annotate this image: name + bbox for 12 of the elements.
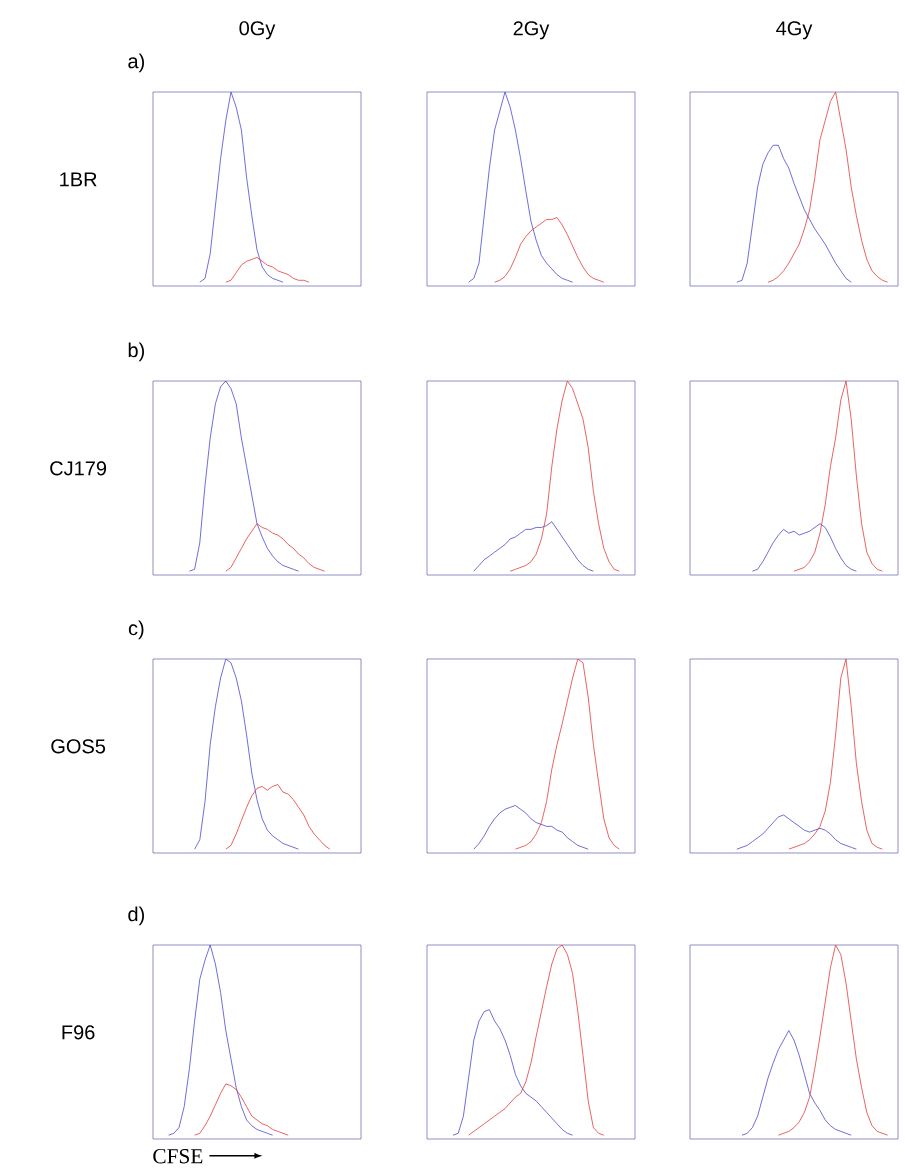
text: b) [128,342,144,362]
chart-title: 4Gy [776,21,813,40]
text: CJ179 [50,461,107,476]
text: a) [128,53,144,73]
x-axis-title: CFSE [153,1149,203,1164]
text: c) [128,620,144,640]
text: GOS5 [51,739,106,754]
text: 1BR [60,172,97,187]
chart-title: 2Gy [513,21,550,40]
text: d) [128,906,144,926]
text: F96 [62,1025,95,1040]
chart-title: 0Gy [239,21,276,40]
